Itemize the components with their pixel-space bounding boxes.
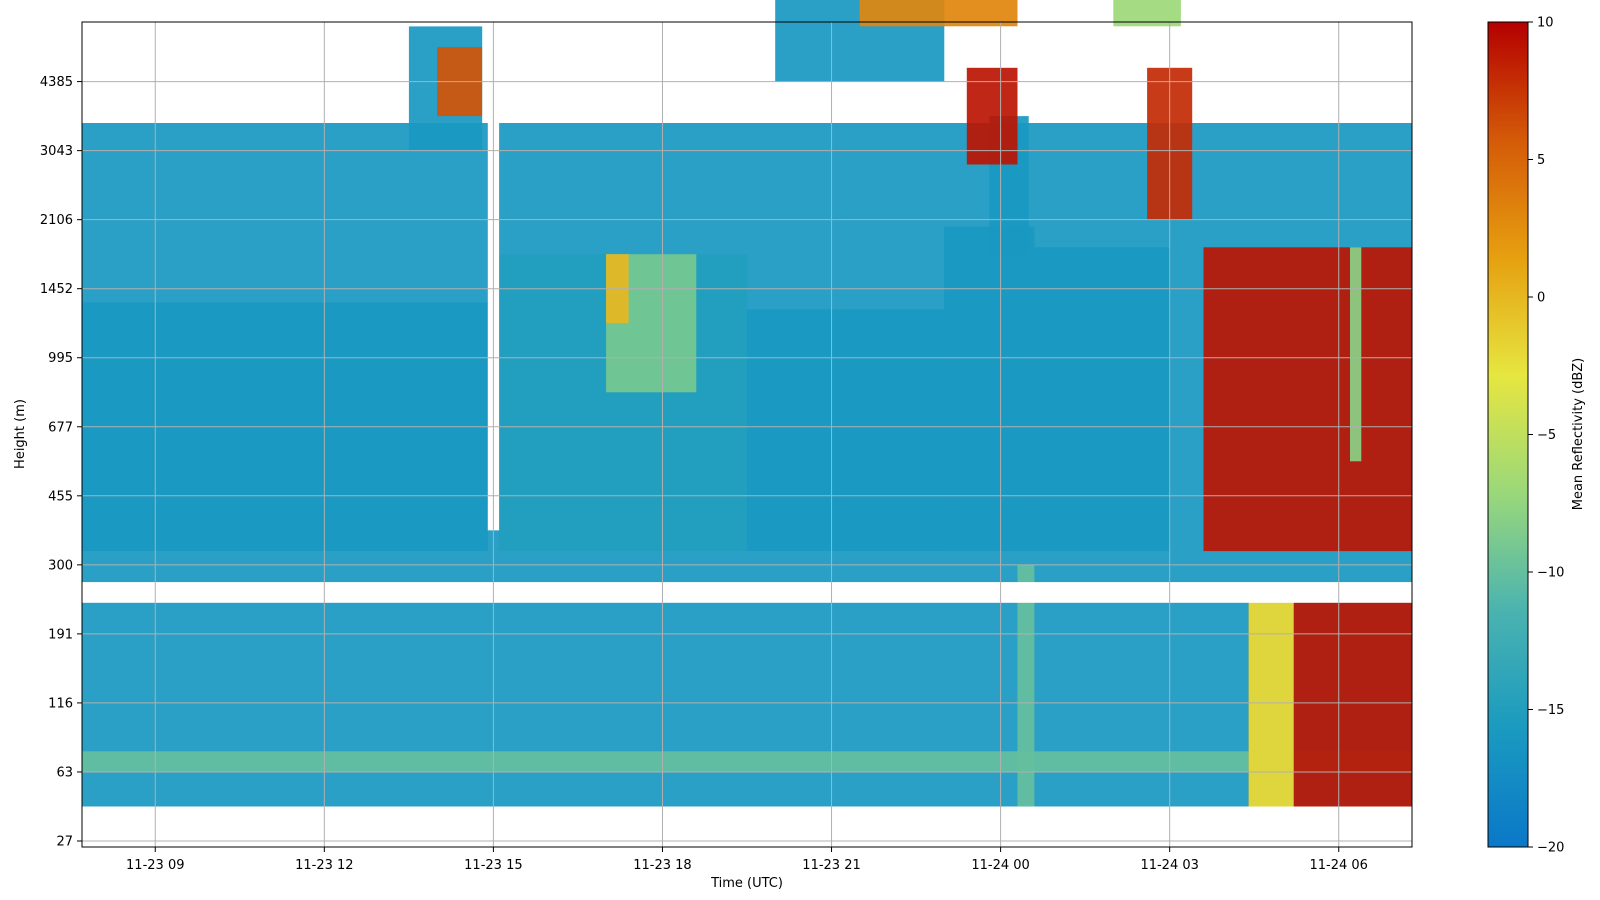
heatmap-cell — [1350, 247, 1362, 462]
gap-band — [82, 582, 1412, 603]
heatmap-cell — [82, 751, 1412, 772]
heatmap-cell — [747, 309, 945, 551]
x-tick-label: 11-24 06 — [1310, 858, 1368, 873]
x-tick-label: 11-23 15 — [464, 858, 522, 873]
x-axis-label: Time (UTC) — [710, 876, 783, 891]
heatmap-cell — [1203, 247, 1412, 552]
y-axis-ticks: 27 63 116 191 300 455 677 995 1452 2106 3043 4385 — [40, 75, 82, 850]
colorbar-tick-label: −15 — [1537, 703, 1564, 718]
plot-frame — [81, 21, 1413, 848]
heatmap-cell — [944, 226, 1035, 552]
colorbar-tick-label: 5 — [1537, 153, 1545, 168]
x-tick-label: 11-23 21 — [802, 858, 860, 873]
colorbar — [1487, 21, 1529, 848]
y-tick-label: 2106 — [40, 213, 73, 228]
colorbar-tick-label: 0 — [1537, 291, 1545, 306]
heatmap-cell — [1034, 247, 1170, 552]
y-tick-label: 27 — [56, 835, 73, 850]
x-tick-label: 11-23 09 — [126, 858, 184, 873]
colorbar-tick-label: −5 — [1537, 428, 1556, 443]
colorbar-tick-label: 10 — [1537, 16, 1554, 31]
grid-lines — [82, 22, 1412, 847]
x-tick-label: 11-23 12 — [295, 858, 353, 873]
colorbar-ticks: 10 5 0 −5 −10 −15 −20 — [1528, 16, 1564, 856]
y-tick-label: 300 — [48, 558, 73, 573]
x-tick-label: 11-24 03 — [1140, 858, 1198, 873]
heatmap-area — [82, 0, 1412, 807]
x-axis-ticks: 11-23 09 11-23 12 11-23 15 11-23 18 11-23 21… — [126, 847, 1368, 873]
y-tick-label: 191 — [48, 627, 73, 642]
y-tick-label: 3043 — [40, 144, 73, 159]
y-tick-label: 1452 — [40, 282, 73, 297]
colorbar-tick-label: −10 — [1537, 566, 1564, 581]
heatmap-cell — [966, 67, 1018, 165]
y-tick-label: 677 — [48, 420, 73, 435]
y-tick-label: 995 — [48, 351, 73, 366]
heatmap-cell — [1017, 564, 1035, 807]
x-tick-label: 11-23 18 — [633, 858, 691, 873]
colorbar-label: Mean Reflectivity (dBZ) — [1571, 358, 1586, 511]
y-tick-label: 4385 — [40, 75, 73, 90]
y-axis-label: Height (m) — [13, 399, 28, 469]
colorbar-tick-label: −20 — [1537, 841, 1564, 856]
y-tick-label: 116 — [48, 696, 73, 711]
y-tick-label: 63 — [56, 765, 73, 780]
x-tick-label: 11-24 00 — [971, 858, 1029, 873]
y-tick-label: 455 — [48, 489, 73, 504]
